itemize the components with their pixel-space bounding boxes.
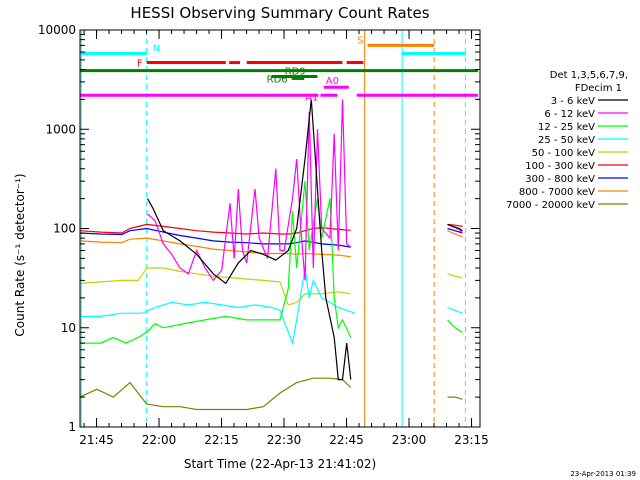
legend-entry-label: 800 - 7000 keV bbox=[519, 187, 595, 198]
annotation-label: RD6 bbox=[267, 74, 288, 85]
annotation-label: A0 bbox=[326, 76, 339, 87]
y-tick-label: 10000 bbox=[38, 23, 76, 37]
x-tick-label: 23:15 bbox=[454, 433, 489, 447]
plot-frame bbox=[79, 29, 481, 428]
x-tick-label: 22:15 bbox=[204, 433, 239, 447]
legend: Det 1,3,5,6,7,9, FDecim 1 3 - 6 keV 6 - 12 … bbox=[506, 70, 628, 211]
series-line bbox=[80, 267, 463, 346]
legend-entry-label: 50 - 100 keV bbox=[532, 148, 596, 159]
annotation-label: RD9 bbox=[285, 67, 306, 78]
series-line bbox=[79, 377, 463, 411]
annotation-label: A1 bbox=[305, 92, 318, 103]
x-tick-label: 23:00 bbox=[392, 433, 427, 447]
legend-entry-label: 12 - 25 keV bbox=[538, 122, 595, 133]
axes: 1 10 100 1000 10000 21:45 22:00 22:15 22:30 22:45… bbox=[38, 23, 489, 447]
y-tick-label: 1 bbox=[68, 420, 76, 434]
legend-entry-label: 100 - 300 keV bbox=[525, 161, 595, 172]
y-tick-label: 100 bbox=[53, 222, 76, 236]
y-tick-label: 1000 bbox=[45, 122, 76, 136]
x-tick-label: 21:45 bbox=[79, 433, 114, 447]
annotation-label: F bbox=[137, 59, 143, 70]
legend-entry-label: 3 - 6 keV bbox=[551, 96, 595, 107]
footer-date: 23-Apr-2013 01:39 bbox=[570, 470, 636, 478]
x-tick-label: 22:45 bbox=[329, 433, 364, 447]
series-line bbox=[79, 267, 463, 306]
legend-entry-label: 25 - 50 keV bbox=[538, 135, 595, 146]
legend-entry-label: 7000 - 20000 keV bbox=[506, 200, 595, 211]
series-line bbox=[80, 181, 463, 344]
legend-header: FDecim 1 bbox=[575, 83, 622, 94]
series-line bbox=[146, 99, 463, 381]
annotation-label: N bbox=[153, 43, 160, 54]
legend-entry-label: 6 - 12 keV bbox=[544, 109, 595, 120]
y-tick-label: 10 bbox=[61, 321, 76, 335]
plot-area bbox=[79, 30, 466, 427]
series-line bbox=[79, 227, 463, 248]
x-axis-label: Start Time (22-Apr-13 21:41:02) bbox=[184, 457, 376, 471]
annotation-label: S bbox=[357, 35, 363, 46]
x-tick-label: 22:30 bbox=[267, 433, 302, 447]
legend-entry-label: 300 - 800 keV bbox=[525, 174, 595, 185]
x-tick-label: 22:00 bbox=[142, 433, 177, 447]
y-axis-label: Count Rate (s⁻¹ detector⁻¹) bbox=[13, 173, 27, 336]
series-line bbox=[79, 230, 463, 258]
legend-header: Det 1,3,5,6,7,9, bbox=[550, 70, 628, 81]
chart-title: HESSI Observing Summary Count Rates bbox=[130, 4, 429, 22]
